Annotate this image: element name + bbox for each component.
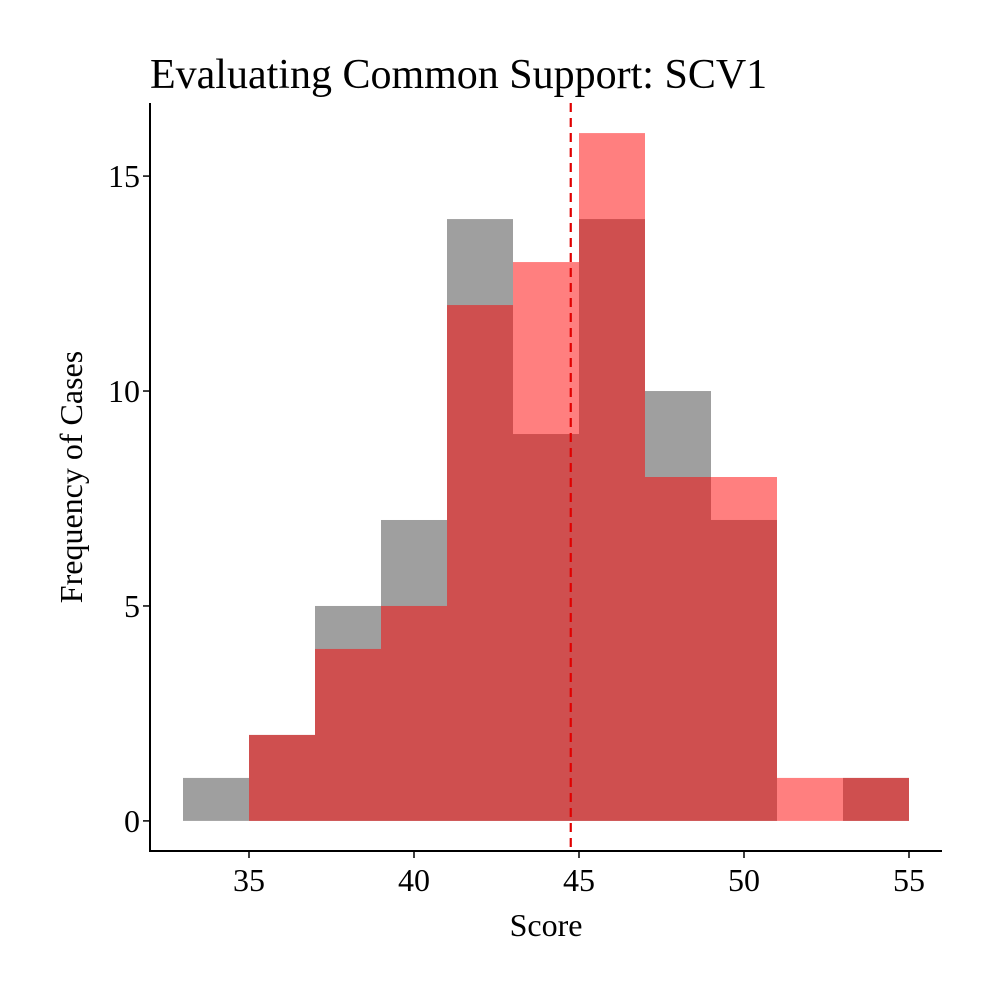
histogram-bar-series-1	[711, 477, 777, 821]
histogram-bar-series-1	[579, 133, 645, 821]
histogram-bar-series-1	[645, 477, 711, 821]
histogram-bar-series-1	[777, 777, 843, 821]
chart-title: Evaluating Common Support: SCV1	[150, 52, 767, 98]
x-tick-label: 40	[398, 862, 430, 898]
y-axis-label: Frequency of Cases	[53, 351, 89, 603]
histogram-bar-series-1	[315, 648, 381, 821]
y-tick-label: 10	[108, 373, 140, 409]
x-axis-label: Score	[510, 907, 583, 943]
histogram-bar-series-1	[381, 605, 447, 821]
histogram-bar-series-1	[249, 734, 315, 821]
histogram-bar-series-1	[447, 305, 513, 821]
y-tick-label: 5	[124, 588, 140, 624]
x-tick-label: 50	[728, 862, 760, 898]
histogram-bar-series-0	[183, 777, 249, 821]
y-tick-label: 15	[108, 158, 140, 194]
histogram-bar-series-1	[843, 777, 909, 821]
x-tick-label: 55	[893, 862, 925, 898]
y-tick-label: 0	[124, 803, 140, 839]
x-tick-label: 35	[233, 862, 265, 898]
x-tick-label: 45	[563, 862, 595, 898]
histogram-bar-series-1	[513, 262, 579, 821]
